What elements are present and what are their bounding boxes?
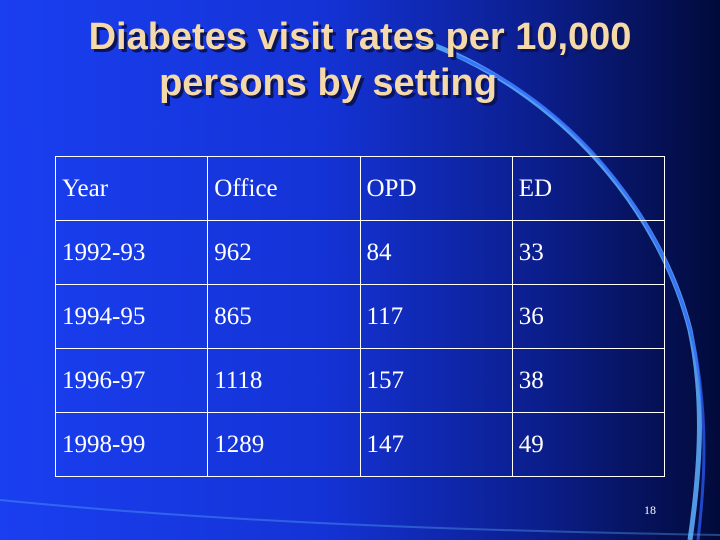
cell-office: 1118 [207, 348, 361, 413]
cell-year: 1992-93 [54, 220, 209, 285]
page-title: Diabetes visit rates per 10,000 persons … [0, 14, 720, 106]
cell-opd: 157 [359, 348, 513, 413]
header-office: Office [207, 156, 361, 221]
header-ed: ED [511, 156, 666, 221]
cell-opd: 147 [359, 412, 513, 477]
title-line-2: persons by setting [159, 62, 497, 104]
curve-shadow [0, 499, 720, 536]
cell-office: 865 [207, 284, 361, 349]
table-row: 1996-97 1118 157 38 [54, 348, 666, 413]
cell-year: 1998-99 [54, 412, 209, 477]
table-row: 1998-99 1289 147 49 [54, 412, 666, 477]
cell-office: 1289 [207, 412, 361, 477]
header-year: Year [54, 156, 209, 221]
cell-ed: 49 [511, 412, 666, 477]
table-row: 1994-95 865 117 36 [54, 284, 666, 349]
visit-rates-table: Year Office OPD ED 1992-93 962 84 33 199… [54, 156, 666, 477]
cell-year: 1994-95 [54, 284, 209, 349]
cell-opd: 117 [359, 284, 513, 349]
table-header-row: Year Office OPD ED [54, 156, 666, 221]
page-number: 18 [644, 503, 656, 517]
cell-opd: 84 [359, 220, 513, 285]
header-opd: OPD [359, 156, 513, 221]
cell-ed: 38 [511, 348, 666, 413]
title-line-1: Diabetes visit rates per 10,000 [88, 16, 632, 58]
cell-ed: 36 [511, 284, 666, 349]
cell-office: 962 [207, 220, 361, 285]
cell-year: 1996-97 [54, 348, 209, 413]
cell-ed: 33 [511, 220, 666, 285]
table-row: 1992-93 962 84 33 [54, 220, 666, 285]
